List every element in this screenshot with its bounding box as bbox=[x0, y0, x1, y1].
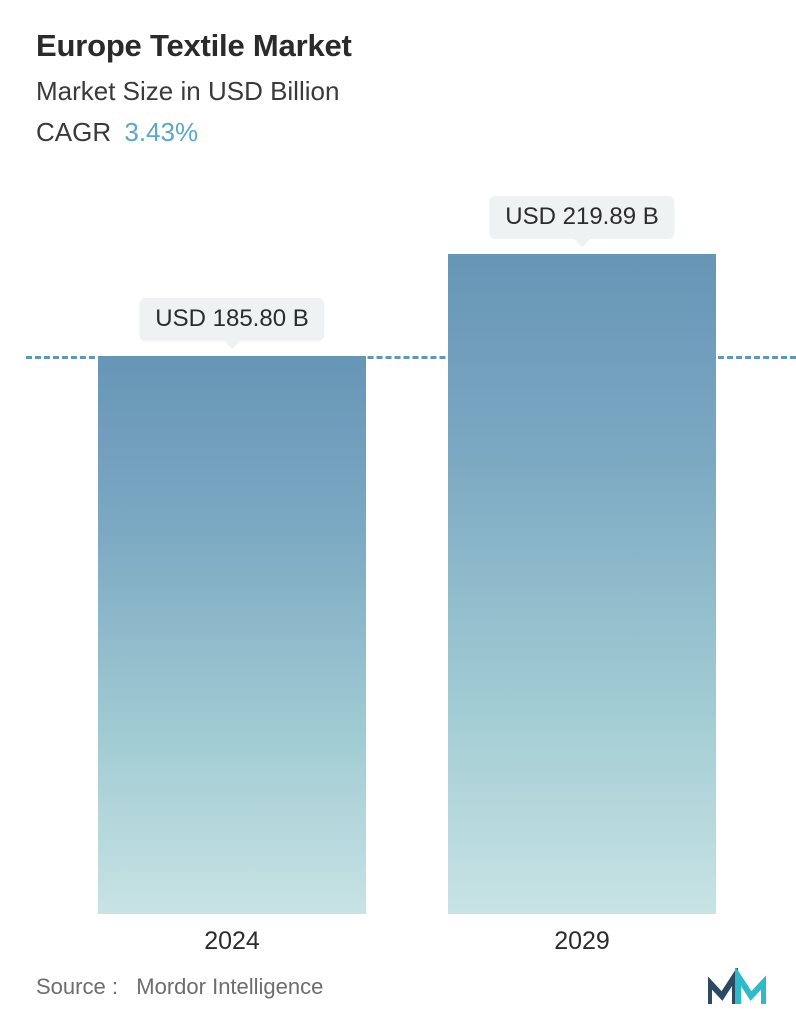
x-label-2029: 2029 bbox=[554, 927, 610, 956]
x-label-2024: 2024 bbox=[204, 927, 260, 956]
chart-header: Europe Textile Market Market Size in USD… bbox=[0, 0, 796, 148]
bar-2024: USD 185.80 B bbox=[98, 356, 366, 914]
bar-2029: USD 219.89 B bbox=[448, 254, 716, 914]
source-prefix: Source : bbox=[36, 974, 118, 999]
mordor-logo-icon bbox=[708, 968, 766, 1006]
cagr-label: CAGR bbox=[36, 117, 111, 147]
chart-title: Europe Textile Market bbox=[36, 28, 760, 64]
chart-area: USD 185.80 B 2024 USD 219.89 B 2029 bbox=[0, 200, 796, 914]
value-badge-2029: USD 219.89 B bbox=[489, 196, 674, 239]
cagr-value: 3.43% bbox=[124, 117, 198, 147]
source-name: Mordor Intelligence bbox=[136, 974, 323, 999]
value-badge-2024: USD 185.80 B bbox=[139, 298, 324, 341]
chart-subtitle: Market Size in USD Billion bbox=[36, 76, 760, 107]
cagr-row: CAGR 3.43% bbox=[36, 117, 760, 148]
source-text: Source : Mordor Intelligence bbox=[36, 974, 323, 1000]
chart-footer: Source : Mordor Intelligence bbox=[36, 968, 766, 1006]
